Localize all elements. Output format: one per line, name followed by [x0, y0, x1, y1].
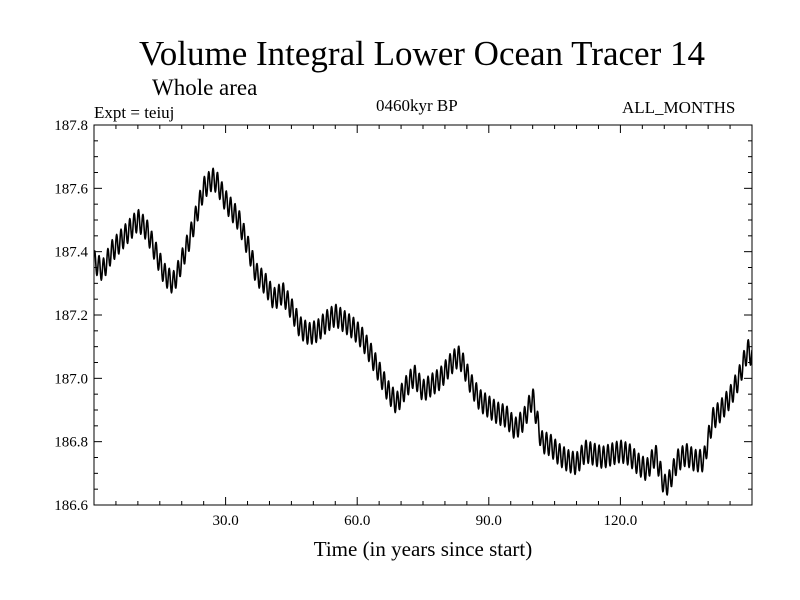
x-tick-label: 90.0	[476, 513, 502, 529]
x-axis-label: Time (in years since start)	[313, 537, 533, 561]
y-tick-label: 186.6	[54, 498, 88, 514]
y-tick-label: 187.0	[54, 371, 88, 387]
x-tick-label: 120.0	[604, 513, 638, 529]
series-line	[94, 167, 752, 496]
plot-frame	[93, 124, 753, 506]
chart-title: Volume Integral Lower Ocean Tracer 14	[139, 34, 705, 73]
experiment-label: Expt = teiuj	[94, 103, 175, 122]
y-tick-label: 187.2	[54, 308, 88, 324]
y-tick-label: 187.4	[54, 245, 88, 261]
y-tick-label: 186.8	[54, 435, 88, 451]
y-tick-label: 187.8	[54, 118, 88, 134]
x-tick-label: 30.0	[212, 513, 238, 529]
y-tick-label: 187.6	[54, 181, 88, 197]
x-tick-label: 60.0	[344, 513, 370, 529]
chart-subtitle: Whole area	[152, 75, 258, 100]
period-label: 0460kyr BP	[376, 96, 458, 115]
months-label: ALL_MONTHS	[622, 98, 736, 117]
